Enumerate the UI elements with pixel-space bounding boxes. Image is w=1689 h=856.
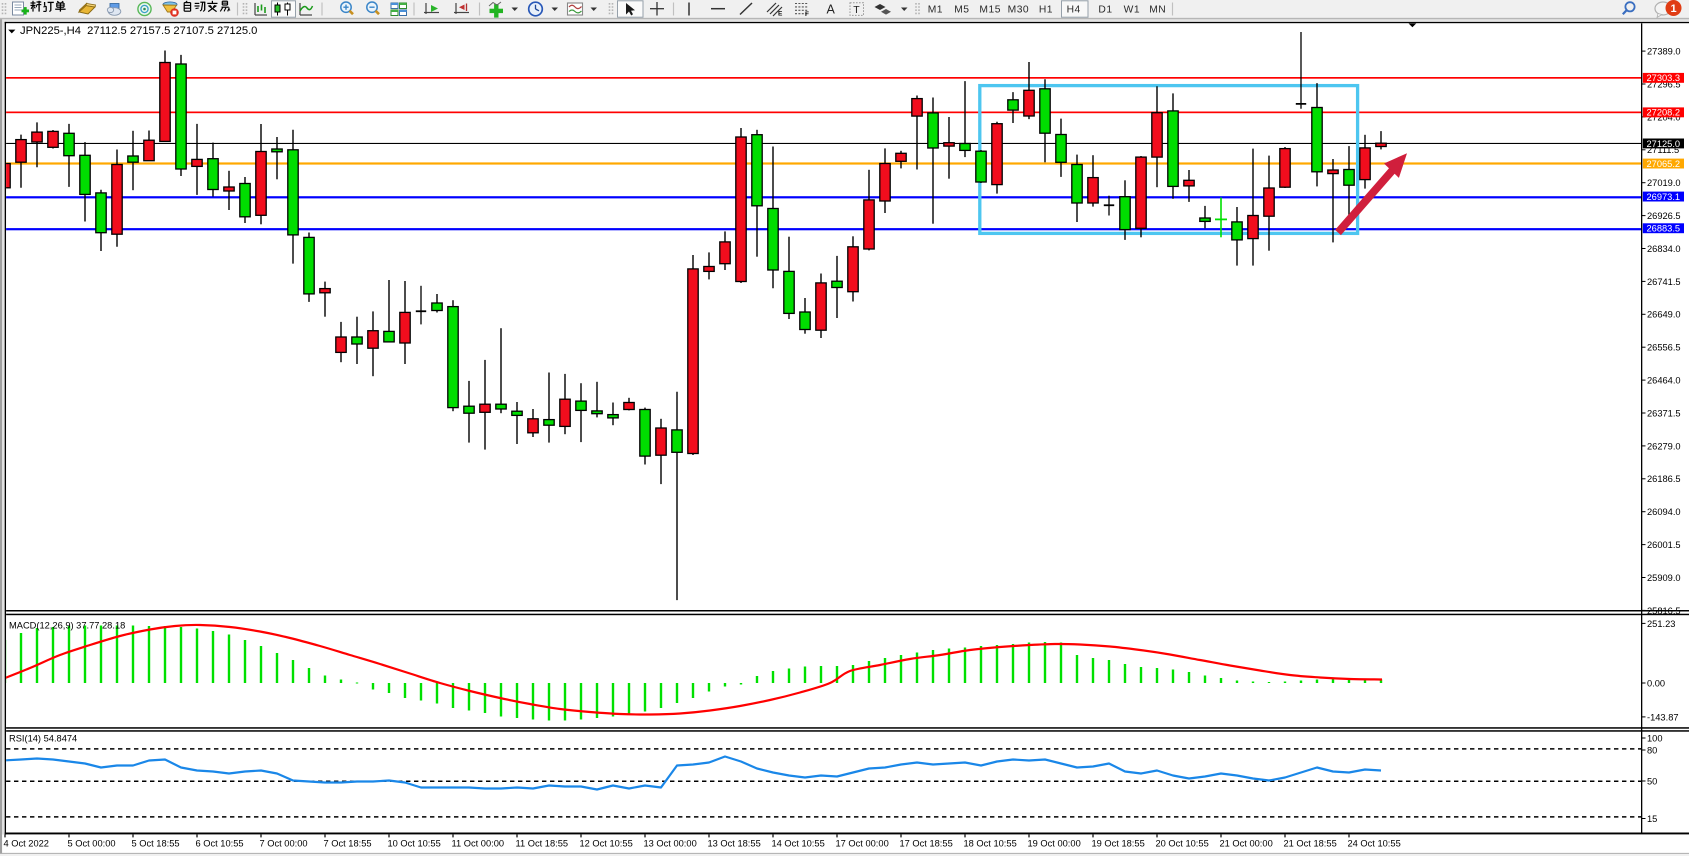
svg-text:100: 100 <box>1647 733 1663 743</box>
svg-text:MN: MN <box>1149 5 1166 16</box>
svg-text:14 Oct 10:55: 14 Oct 10:55 <box>772 838 825 848</box>
svg-text:H4: H4 <box>1067 5 1081 16</box>
svg-text:27065.2: 27065.2 <box>1647 159 1681 169</box>
svg-text:27389.0: 27389.0 <box>1647 47 1681 57</box>
svg-text:26649.0: 26649.0 <box>1647 310 1681 320</box>
svg-text:26973.1: 26973.1 <box>1647 192 1681 202</box>
svg-text:JPN225-,H4 27112.5 27157.5 27: JPN225-,H4 27112.5 27157.5 27107.5 27125… <box>20 25 257 37</box>
svg-text:4 Oct 2022: 4 Oct 2022 <box>4 838 49 848</box>
svg-text:11 Oct 00:00: 11 Oct 00:00 <box>452 838 505 848</box>
svg-text:M5: M5 <box>954 5 969 16</box>
svg-text:1: 1 <box>1670 3 1676 15</box>
svg-text:F: F <box>805 11 809 18</box>
svg-text:M30: M30 <box>1008 5 1030 16</box>
svg-text:24 Oct 10:55: 24 Oct 10:55 <box>1348 838 1401 848</box>
svg-text:T: T <box>853 4 860 16</box>
svg-text:5 Oct 00:00: 5 Oct 00:00 <box>68 838 116 848</box>
svg-text:M1: M1 <box>928 5 943 16</box>
svg-text:26741.5: 26741.5 <box>1647 277 1681 287</box>
svg-text:M15: M15 <box>979 5 1001 16</box>
svg-text:26926.5: 26926.5 <box>1647 211 1681 221</box>
svg-text:27111.5: 27111.5 <box>1647 145 1679 155</box>
svg-text:27303.3: 27303.3 <box>1647 73 1681 83</box>
svg-text:10 Oct 10:55: 10 Oct 10:55 <box>388 838 441 848</box>
svg-text:21 Oct 18:55: 21 Oct 18:55 <box>1284 838 1337 848</box>
svg-text:21 Oct 00:00: 21 Oct 00:00 <box>1220 838 1273 848</box>
svg-text:17 Oct 00:00: 17 Oct 00:00 <box>836 838 889 848</box>
svg-text:26001.5: 26001.5 <box>1647 540 1681 550</box>
svg-text:20 Oct 10:55: 20 Oct 10:55 <box>1156 838 1209 848</box>
svg-text:13 Oct 00:00: 13 Oct 00:00 <box>644 838 697 848</box>
svg-text:6 Oct 10:55: 6 Oct 10:55 <box>196 838 244 848</box>
svg-text:27208.2: 27208.2 <box>1647 108 1681 118</box>
svg-text:26279.0: 26279.0 <box>1647 441 1681 451</box>
svg-text:5 Oct 18:55: 5 Oct 18:55 <box>132 838 180 848</box>
svg-text:26094.0: 26094.0 <box>1647 507 1681 517</box>
svg-text:7 Oct 18:55: 7 Oct 18:55 <box>324 838 372 848</box>
svg-text:-143.87: -143.87 <box>1647 712 1679 722</box>
svg-text:D1: D1 <box>1098 5 1112 16</box>
svg-text:19 Oct 18:55: 19 Oct 18:55 <box>1092 838 1145 848</box>
svg-text:RSI(14) 54.8474: RSI(14) 54.8474 <box>9 734 77 744</box>
svg-text:19 Oct 00:00: 19 Oct 00:00 <box>1028 838 1081 848</box>
svg-text:E: E <box>778 11 783 18</box>
svg-text:26834.0: 26834.0 <box>1647 244 1681 254</box>
svg-text:H1: H1 <box>1039 5 1053 16</box>
svg-text:17 Oct 18:55: 17 Oct 18:55 <box>900 838 953 848</box>
svg-text:7 Oct 00:00: 7 Oct 00:00 <box>260 838 308 848</box>
svg-text:A: A <box>827 3 836 17</box>
svg-text:251.23: 251.23 <box>1647 619 1675 629</box>
svg-text:15: 15 <box>1647 814 1657 824</box>
svg-text:25909.0: 25909.0 <box>1647 573 1681 583</box>
svg-text:MACD(12,26,9) 37.77 28.18: MACD(12,26,9) 37.77 28.18 <box>9 621 125 631</box>
svg-text:27125.0: 27125.0 <box>1647 139 1681 149</box>
svg-text:26556.5: 26556.5 <box>1647 343 1681 353</box>
svg-text:26186.5: 26186.5 <box>1647 474 1681 484</box>
svg-text:W1: W1 <box>1124 5 1140 16</box>
svg-text:26371.5: 26371.5 <box>1647 408 1681 418</box>
svg-text:27296.5: 27296.5 <box>1647 79 1681 89</box>
svg-text:80: 80 <box>1647 745 1657 755</box>
svg-text:11 Oct 18:55: 11 Oct 18:55 <box>516 838 569 848</box>
svg-text:18 Oct 10:55: 18 Oct 10:55 <box>964 838 1017 848</box>
svg-text:27019.0: 27019.0 <box>1647 178 1681 188</box>
svg-text:26464.0: 26464.0 <box>1647 376 1681 386</box>
svg-text:25816.5: 25816.5 <box>1647 606 1681 616</box>
svg-text:26883.5: 26883.5 <box>1647 224 1681 234</box>
svg-text:12 Oct 10:55: 12 Oct 10:55 <box>580 838 633 848</box>
svg-text:0.00: 0.00 <box>1647 678 1665 688</box>
svg-text:13 Oct 18:55: 13 Oct 18:55 <box>708 838 761 848</box>
svg-text:50: 50 <box>1647 776 1657 786</box>
